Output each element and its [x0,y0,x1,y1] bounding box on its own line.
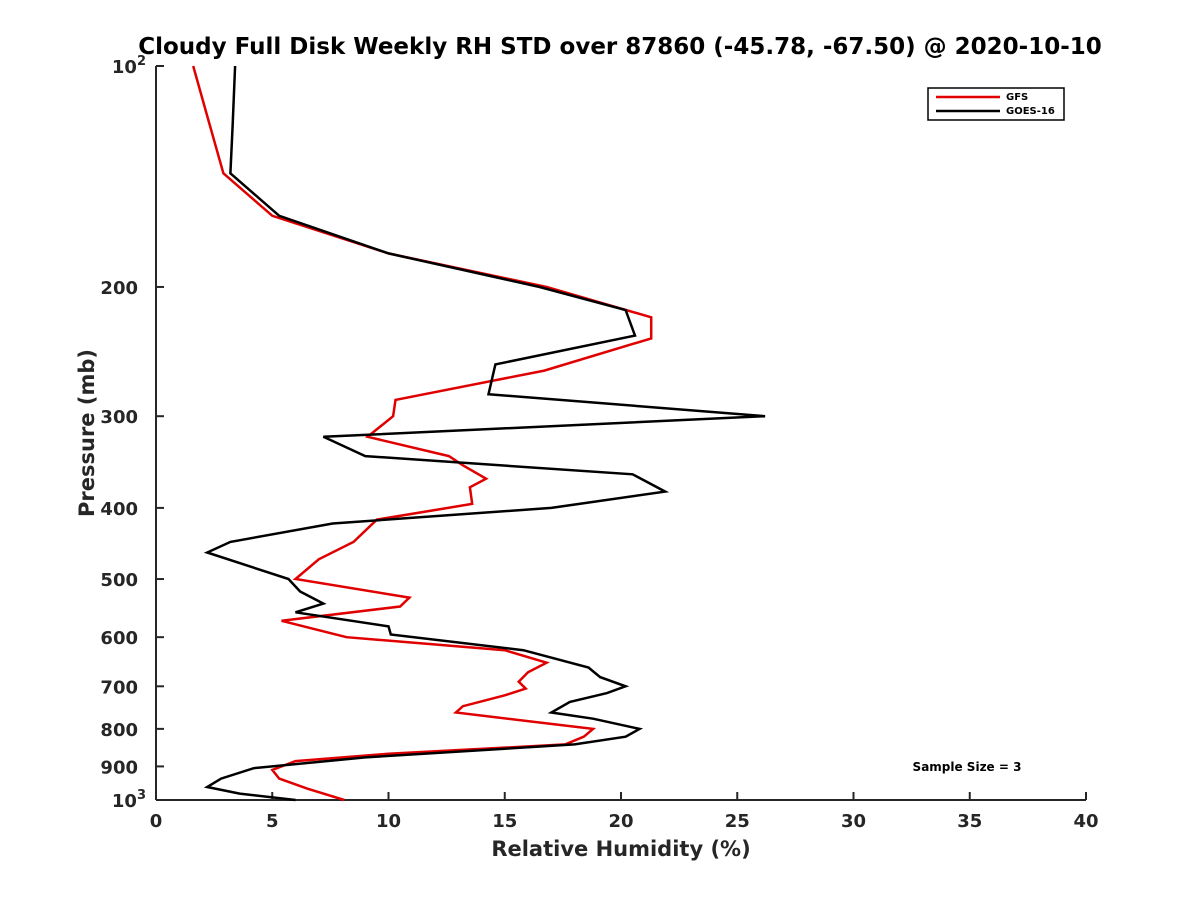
x-axis-ticks: 0 5 10 15 20 25 30 35 40 [150,792,1099,832]
y-tick-label: 400 [100,499,138,520]
x-tick-label: 15 [492,811,517,832]
series-line-goes16 [203,65,766,802]
legend: GFS GOES-16 [927,87,1065,121]
series-lines [191,65,766,802]
y-tick-label: 500 [100,570,138,591]
x-tick-label: 20 [608,811,633,832]
y-tick-label: 800 [100,720,138,741]
chart-title: Cloudy Full Disk Weekly RH STD over 8786… [138,34,1102,60]
series-line-gfs [191,65,653,802]
x-tick-label: 40 [1073,811,1098,832]
x-tick-label: 0 [150,811,163,832]
y-tick-label: 700 [100,677,138,698]
y-axis-label: Pressure (mb) [75,349,99,517]
x-tick-label: 25 [725,811,750,832]
y-tick-label: 200 [100,278,138,299]
y-tick-base: 10 [112,57,137,78]
y-tick-label: 300 [100,407,138,428]
x-tick-label: 10 [376,811,401,832]
x-tick-label: 5 [266,811,279,832]
plot-area: 0 5 10 15 20 25 30 35 40 10220030040050060070080… [100,54,1098,832]
x-tick-label: 35 [957,811,982,832]
sample-size-annotation: Sample Size = 3 [913,760,1022,774]
legend-label-goes16: GOES-16 [1006,106,1055,117]
y-tick-label: 102 [112,54,146,78]
x-tick-label: 30 [841,811,866,832]
legend-box [927,87,1065,121]
legend-label-gfs: GFS [1006,92,1028,103]
x-axis-label: Relative Humidity (%) [491,837,750,861]
y-tick-label: 900 [100,757,138,778]
y-tick-label: 600 [100,628,138,649]
y-tick-base: 10 [112,791,137,812]
y-tick-label: 103 [112,788,146,812]
y-tick-exponent: 2 [137,54,146,69]
y-tick-exponent: 3 [137,788,146,803]
